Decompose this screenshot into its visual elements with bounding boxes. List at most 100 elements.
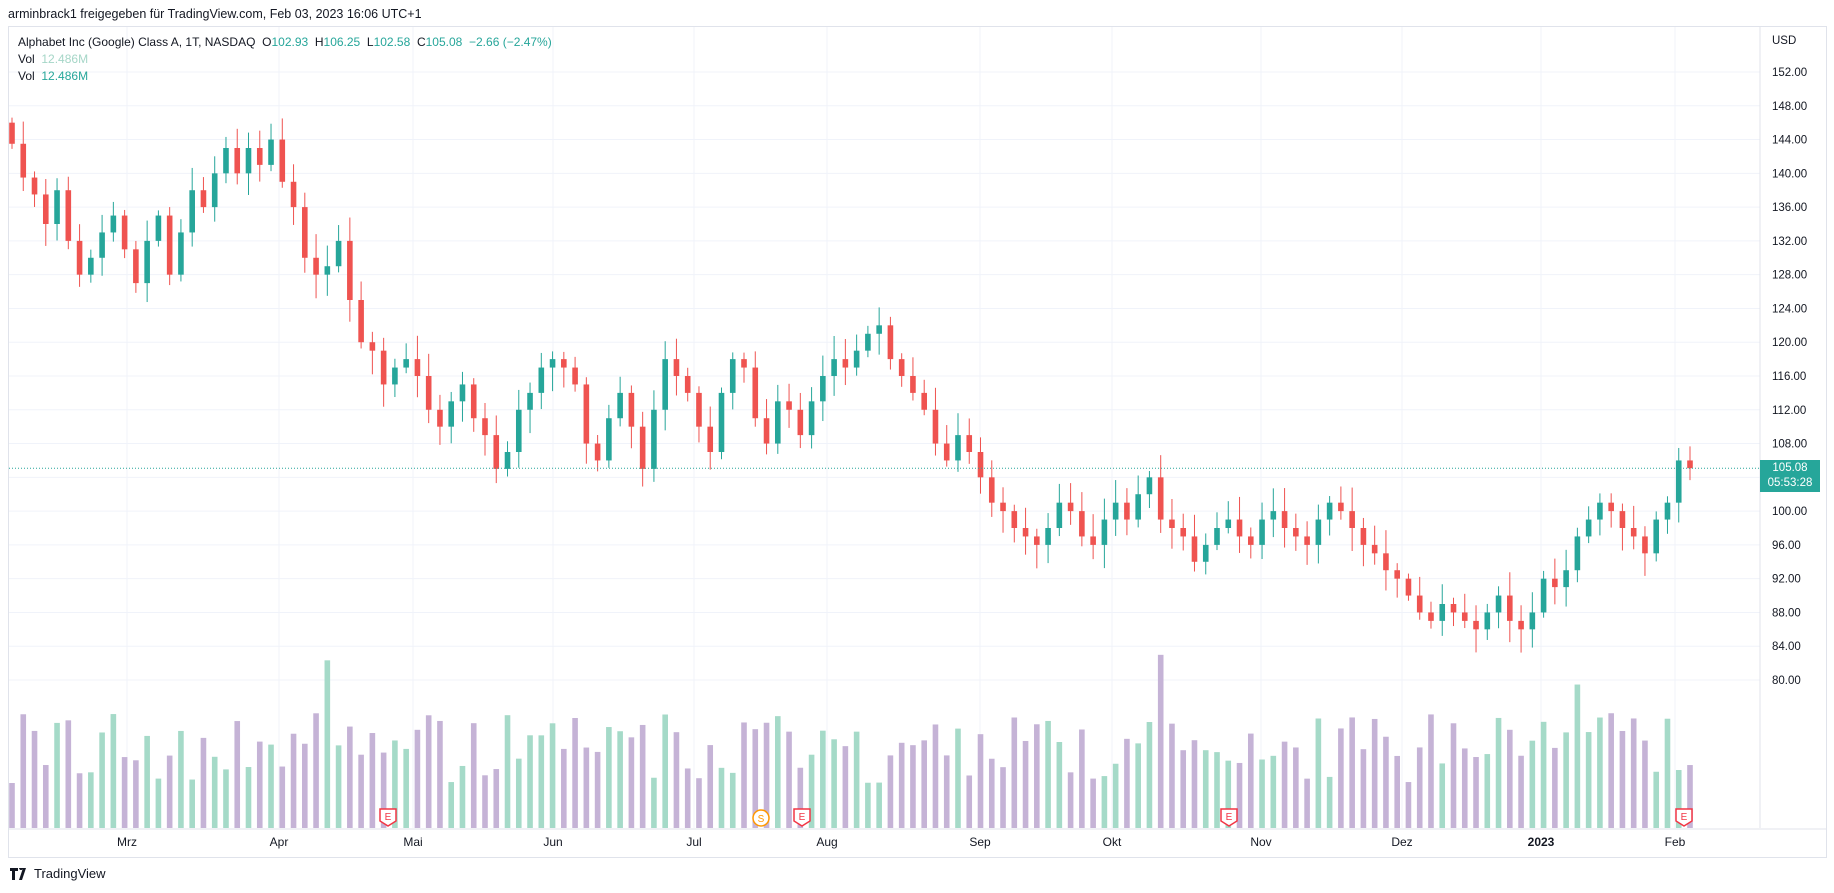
candle-body xyxy=(1057,503,1063,528)
candle-body xyxy=(1541,579,1547,613)
x-tick-label: Jun xyxy=(543,835,562,849)
high-label: H xyxy=(315,35,324,49)
candle-body xyxy=(1282,511,1288,528)
volume-bar xyxy=(212,757,218,828)
volume-bar xyxy=(1057,742,1063,828)
volume-bar xyxy=(696,778,702,828)
volume-bar xyxy=(561,749,567,828)
volume-bar xyxy=(1620,731,1626,828)
volume-bar xyxy=(921,740,927,828)
candle-body xyxy=(527,393,533,410)
volume-bar xyxy=(1394,756,1400,828)
volume-bar xyxy=(741,722,747,828)
footer-brand[interactable]: TradingView xyxy=(10,866,106,881)
earnings-event-label: E xyxy=(385,812,392,823)
volume-bar xyxy=(1271,756,1277,828)
candle-body xyxy=(854,351,860,368)
candle-body xyxy=(1304,536,1310,544)
candle-body xyxy=(1327,503,1333,520)
candle-body xyxy=(674,359,680,376)
volume-bar xyxy=(1113,764,1119,828)
close-label: C xyxy=(417,35,426,49)
candle-body xyxy=(561,359,567,367)
open-value: 102.93 xyxy=(271,35,308,49)
volume-bar xyxy=(1079,729,1085,828)
volume-bar xyxy=(572,718,578,828)
candle-body xyxy=(820,376,826,401)
candle-body xyxy=(1676,460,1682,502)
volume-bar xyxy=(1597,718,1603,828)
x-tick-label: Dez xyxy=(1391,835,1412,849)
volume-bar xyxy=(617,731,623,828)
candle-body xyxy=(392,368,398,385)
symbol-label: Alphabet Inc (Google) Class A, 1T, NASDA… xyxy=(18,35,255,49)
volume-value-2: 12.486M xyxy=(41,69,88,83)
volume-bar xyxy=(246,767,252,828)
candle-body xyxy=(493,435,499,469)
candle-body xyxy=(752,368,758,419)
candle-body xyxy=(730,359,736,393)
candle-body xyxy=(1575,536,1581,570)
candle-body xyxy=(707,427,713,452)
volume-bar xyxy=(1484,754,1490,828)
volume-bar xyxy=(1406,782,1412,828)
volume-bar xyxy=(325,660,331,828)
volume-bar xyxy=(1192,740,1198,828)
volume-bar xyxy=(640,725,646,828)
candle-body xyxy=(584,384,590,443)
candle-body xyxy=(291,182,297,207)
candle-body xyxy=(358,300,364,342)
candle-body xyxy=(1271,511,1277,519)
candle-body xyxy=(798,410,804,435)
y-tick-label: 148.00 xyxy=(1772,101,1807,113)
volume-bar xyxy=(1338,728,1344,828)
x-tick-label: Jul xyxy=(686,835,701,849)
volume-bar xyxy=(1608,713,1614,828)
volume-bar xyxy=(448,782,454,828)
volume-bar xyxy=(88,772,94,828)
y-tick-label: 124.00 xyxy=(1772,303,1807,315)
candle-body xyxy=(1631,528,1637,536)
volume-bar xyxy=(1316,718,1322,828)
x-tick-label: Aug xyxy=(816,835,837,849)
candle-body xyxy=(302,207,308,258)
volume-bar xyxy=(99,732,105,828)
volume-bar xyxy=(54,723,60,828)
candle-body xyxy=(843,359,849,367)
volume-bar xyxy=(77,773,83,828)
volume-bar xyxy=(707,745,713,828)
volume-bar xyxy=(1507,730,1513,828)
candle-body xyxy=(921,393,927,410)
tradingview-logo-icon xyxy=(10,868,30,880)
volume-bar xyxy=(1563,732,1569,828)
candle-body xyxy=(325,266,331,274)
candle-body xyxy=(268,140,274,165)
volume-bar xyxy=(516,759,522,828)
candle-body xyxy=(336,241,342,266)
volume-bar xyxy=(1293,747,1299,828)
x-tick-label: Mrz xyxy=(117,835,137,849)
volume-bar xyxy=(403,749,409,828)
volume-label-1: Vol xyxy=(18,52,35,66)
volume-bar xyxy=(257,742,263,828)
candle-body xyxy=(1147,477,1153,494)
volume-bar xyxy=(1248,734,1254,828)
volume-bar xyxy=(1135,743,1141,828)
volume-bar xyxy=(66,720,72,828)
candlestick-chart[interactable]: 80.0084.0088.0092.0096.00100.00104.00108… xyxy=(0,0,1834,893)
candle-body xyxy=(313,258,319,275)
volume-bar xyxy=(1023,741,1029,828)
candle-body xyxy=(1225,520,1231,528)
volume-bar xyxy=(595,752,601,828)
high-value: 106.25 xyxy=(324,35,361,49)
candle-body xyxy=(1462,612,1468,620)
candle-body xyxy=(685,376,691,393)
candle-body xyxy=(156,216,162,241)
volume-bar xyxy=(719,768,725,828)
candle-body xyxy=(201,190,207,207)
candle-body xyxy=(381,351,387,385)
volume-bar xyxy=(156,779,162,828)
candle-body xyxy=(77,241,83,275)
candle-body xyxy=(1496,596,1502,613)
volume-bar xyxy=(1518,756,1524,828)
